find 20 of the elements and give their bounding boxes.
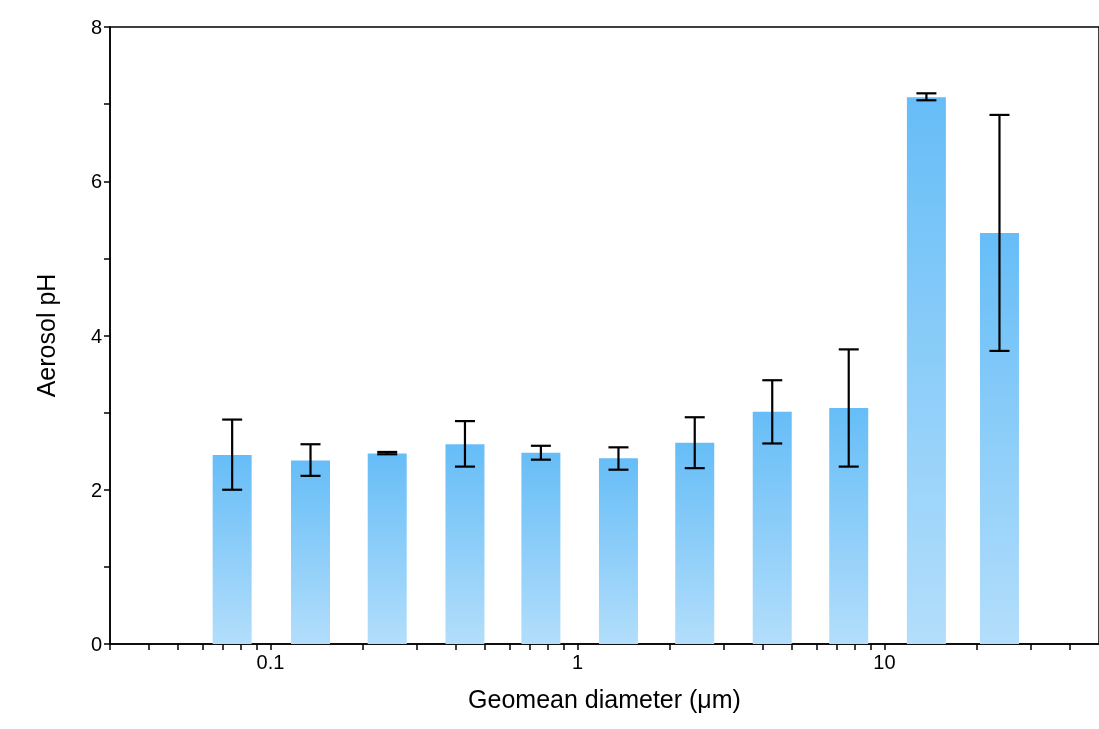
x-tick-label: 0.1 bbox=[256, 651, 285, 673]
y-axis-title: Aerosol pH bbox=[31, 273, 60, 398]
y-tick-label: 2 bbox=[90, 478, 102, 501]
x-tick-label: 10 bbox=[873, 651, 896, 673]
bar bbox=[445, 444, 485, 644]
bar bbox=[829, 408, 869, 644]
y-tick-label: 0 bbox=[90, 633, 102, 655]
bar bbox=[906, 97, 946, 644]
x-axis-title: Geomean diameter (μm) bbox=[468, 684, 741, 713]
y-tick-label: 6 bbox=[90, 170, 102, 193]
x-tick-label: 1 bbox=[571, 651, 584, 673]
bar bbox=[367, 453, 407, 644]
bar bbox=[752, 411, 792, 644]
bar bbox=[291, 460, 331, 644]
bar bbox=[675, 442, 715, 644]
bar bbox=[212, 455, 252, 644]
y-tick-label: 8 bbox=[90, 16, 102, 38]
y-tick-label: 4 bbox=[90, 324, 102, 347]
bar bbox=[521, 452, 561, 644]
bar bbox=[598, 458, 638, 644]
